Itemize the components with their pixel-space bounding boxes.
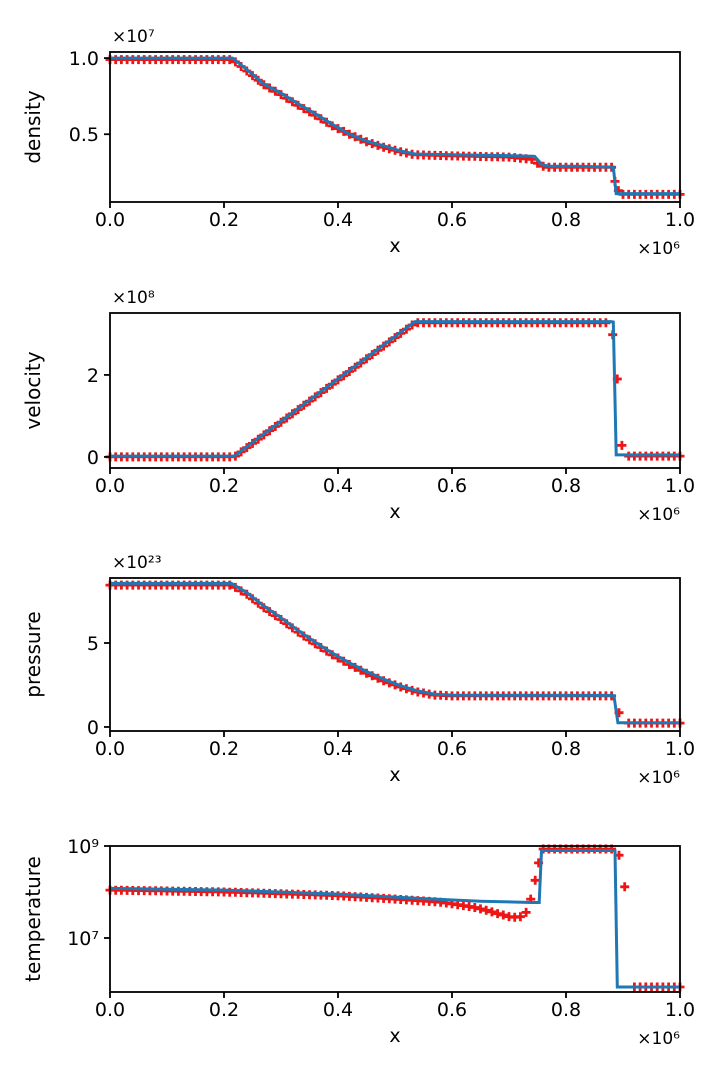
velocity-plot: 0.0 0.2 0.4 0.6 0.8 1.0 0 2 velocity x ×10⁸ ×10⁶	[21, 288, 695, 525]
y-tick-label: 0.5	[69, 124, 99, 146]
y-tick-label: 5	[87, 633, 99, 655]
density-plot: 0.0 0.2 0.4 0.6 0.8 1.0 0.5 1.0 density x ×10⁷ ×10⁶	[21, 27, 695, 259]
y-tick-label: 0	[87, 447, 99, 469]
y-tick-label: 0	[87, 717, 99, 739]
x-tick-label: 0.2	[209, 475, 239, 497]
y-tick-label: 1.0	[69, 48, 99, 70]
x-axis-label: x	[389, 1025, 400, 1047]
x-offset-text: ×10⁶	[637, 1029, 680, 1049]
x-tick-label: 0.6	[437, 999, 467, 1021]
x-tick-label: 0.8	[551, 738, 581, 760]
x-tick-label: 0.8	[551, 475, 581, 497]
x-tick-label: 0.0	[95, 475, 125, 497]
plot-frame	[109, 51, 681, 203]
x-tick-label: 0.2	[209, 738, 239, 760]
pressure-plot: 0.0 0.2 0.4 0.6 0.8 1.0 0 5 pressure x ×10²³ ×10⁶	[21, 553, 695, 788]
velocity-numerical-markers	[105, 318, 685, 462]
pressure-numerical-markers	[105, 580, 685, 728]
y-tick-label: 10⁹	[67, 836, 99, 858]
x-offset-text: ×10⁶	[637, 505, 680, 525]
plot-frame	[109, 845, 681, 993]
y-axis-label: velocity	[21, 351, 45, 429]
x-tick-label: 0.4	[323, 999, 353, 1021]
y-axis-label: temperature	[21, 856, 45, 982]
density-numerical-markers	[105, 55, 685, 199]
density-analytic-line	[110, 56, 680, 196]
y-offset-text: ×10⁸	[112, 288, 155, 308]
plot-frame	[109, 577, 681, 732]
velocity-analytic-line	[110, 320, 680, 458]
y-offset-text: ×10²³	[112, 553, 162, 573]
x-tick-label: 1.0	[665, 999, 695, 1021]
x-tick-label: 0.6	[437, 209, 467, 231]
x-tick-label: 0.2	[209, 999, 239, 1021]
x-axis-label: x	[389, 501, 400, 523]
x-tick-label: 0.0	[95, 209, 125, 231]
x-offset-text: ×10⁶	[637, 239, 680, 259]
y-axis-label: density	[21, 90, 45, 163]
x-tick-label: 0.6	[437, 738, 467, 760]
x-axis-label: x	[389, 235, 400, 257]
temperature-analytic-line	[109, 849, 680, 989]
x-tick-label: 1.0	[665, 738, 695, 760]
y-tick-label: 2	[87, 365, 99, 387]
y-axis-label: pressure	[21, 611, 45, 697]
x-tick-label: 0.2	[209, 209, 239, 231]
x-axis-label: x	[389, 764, 400, 786]
x-tick-label: 0.4	[323, 209, 353, 231]
x-tick-label: 0.4	[323, 738, 353, 760]
y-offset-text: ×10⁷	[112, 27, 155, 47]
x-tick-label: 0.8	[551, 999, 581, 1021]
x-offset-text: ×10⁶	[637, 768, 680, 788]
x-tick-label: 0.4	[323, 475, 353, 497]
x-tick-label: 0.0	[95, 738, 125, 760]
pressure-analytic-line	[110, 581, 680, 725]
plot-frame	[109, 312, 681, 469]
x-tick-label: 1.0	[665, 475, 695, 497]
temperature-plot: 0.0 0.2 0.4 0.6 0.8 1.0 10⁷ 10⁹ temperature x ×10⁶	[21, 836, 695, 1049]
x-tick-label: 0.6	[437, 475, 467, 497]
y-tick-label: 10⁷	[67, 928, 99, 950]
temperature-numerical-markers	[105, 844, 685, 992]
x-tick-label: 0.0	[95, 999, 125, 1021]
x-tick-label: 0.8	[551, 209, 581, 231]
x-tick-label: 1.0	[665, 209, 695, 231]
